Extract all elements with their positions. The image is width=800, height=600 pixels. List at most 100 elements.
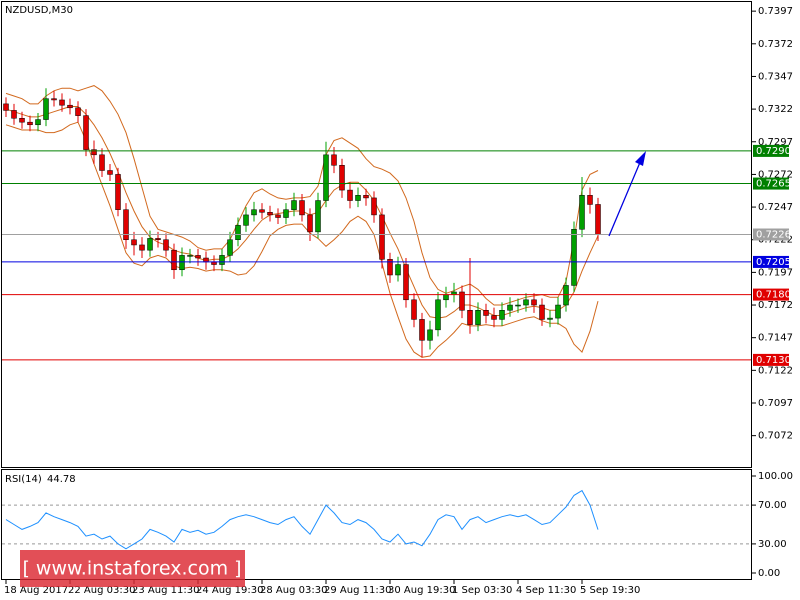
candle-body: [475, 310, 481, 325]
candle-body: [227, 239, 233, 256]
x-tick-label: 1 Sep 03:30: [452, 585, 512, 596]
candle-body: [427, 329, 433, 341]
candle-body: [235, 225, 241, 240]
watermark-box: [20, 550, 245, 587]
candle-body: [523, 299, 529, 306]
candle-body: [35, 119, 41, 126]
level-label-box: [753, 288, 789, 301]
candle-body: [531, 299, 537, 306]
level-label-box: [753, 177, 789, 190]
y-tick-label: 0.7272: [758, 169, 793, 180]
candle-body: [291, 200, 297, 210]
candle-body: [115, 174, 121, 210]
y-tick-label: 0.7297: [758, 137, 793, 148]
candle-body: [339, 165, 345, 191]
series-line: [5, 489, 599, 550]
x-tick-label: 5 Sep 19:30: [580, 585, 640, 596]
chart-title: NZDUSD,M30: [5, 5, 73, 16]
candle-body: [139, 244, 145, 251]
candle-body: [267, 212, 273, 216]
candle-body: [331, 154, 337, 166]
y-tick-label: 0.7197: [758, 267, 793, 278]
candle-body: [499, 310, 505, 320]
x-tick-label: 28 Aug 03:30: [260, 585, 327, 596]
rsi-panel: [1, 469, 752, 580]
y-tick-label: 0.7172: [758, 300, 793, 311]
watermark: [ www.instaforex.com ]: [20, 550, 245, 587]
candle-body: [555, 304, 561, 319]
level-label-box: [753, 353, 789, 366]
candle-body: [59, 99, 65, 106]
level-label-box: [753, 255, 789, 268]
plot-layer: 0.7397 0.7372 0.7347 0.7322 0.7297 0.7272 0.72…: [2, 6, 793, 596]
candle-body: [67, 104, 73, 109]
candle-body: [595, 204, 601, 235]
candle-body: [547, 317, 553, 320]
candle-body: [539, 304, 545, 320]
y-tick-label: 0.7097: [758, 398, 793, 409]
candle-body: [347, 189, 353, 201]
candle-body: [123, 209, 129, 240]
y-tick-label: 0.7122: [758, 365, 793, 376]
candle-body: [43, 98, 49, 120]
x-tick-label: 24 Aug 19:30: [196, 585, 263, 596]
candle-body: [203, 257, 209, 263]
x-tick-label: 23 Aug 11:30: [132, 585, 199, 596]
y-tick-label: 0.7347: [758, 71, 793, 82]
candle-body: [299, 200, 305, 216]
price-panel: [1, 1, 752, 468]
level-label-box: [753, 144, 789, 157]
y-tick-label: 0.7147: [758, 333, 793, 344]
x-tick-label: 18 Aug 2017: [4, 585, 68, 596]
level-label-box: [753, 228, 789, 241]
candle-body: [155, 238, 161, 240]
candle-body: [483, 310, 489, 316]
rsi-value: 44.78: [47, 474, 76, 485]
y-tick-label: 0.7072: [758, 431, 793, 442]
candle-body: [371, 197, 377, 216]
candle-body: [443, 294, 449, 301]
candle-body: [507, 304, 513, 311]
y-tick-label: 0.7247: [758, 202, 793, 213]
candle-body: [91, 149, 97, 156]
candle-body: [571, 229, 577, 286]
candle-body: [419, 319, 425, 341]
series-line: [5, 121, 599, 358]
candle-body: [27, 121, 33, 126]
candle-body: [187, 255, 193, 257]
candle-body: [283, 209, 289, 218]
x-tick-label: 22 Aug 03:30: [68, 585, 135, 596]
candle-body: [179, 255, 185, 271]
candle-body: [51, 98, 57, 101]
arrow-line: [608, 159, 642, 237]
candle-body: [435, 299, 441, 331]
candle-body: [587, 195, 593, 205]
candle-body: [163, 239, 169, 251]
arrow-head: [635, 151, 646, 166]
candle-body: [275, 214, 281, 218]
candle-body: [579, 195, 585, 230]
candle-body: [403, 264, 409, 301]
candle-body: [19, 118, 25, 123]
y-tick-label: 70.00: [758, 500, 787, 511]
watermark-text: [ www.instaforex.com ]: [22, 558, 241, 580]
candle-body: [355, 195, 361, 201]
candle-body: [75, 107, 81, 116]
candle-body: [11, 110, 17, 119]
y-tick-label: 0.7322: [758, 104, 793, 115]
candle-body: [563, 285, 569, 306]
y-tick-label: 0.7397: [758, 6, 793, 17]
candle-body: [83, 115, 89, 150]
candle-body: [467, 310, 473, 325]
candle-body: [307, 214, 313, 233]
candle-body: [3, 103, 9, 111]
level-label: 0.7226: [756, 230, 791, 241]
candle-body: [323, 154, 329, 201]
arrow: [608, 151, 646, 237]
y-tick-label: 100.00: [758, 471, 793, 482]
candle-body: [195, 255, 201, 259]
y-tick-label: 0.7372: [758, 39, 793, 50]
candle-body: [395, 264, 401, 276]
